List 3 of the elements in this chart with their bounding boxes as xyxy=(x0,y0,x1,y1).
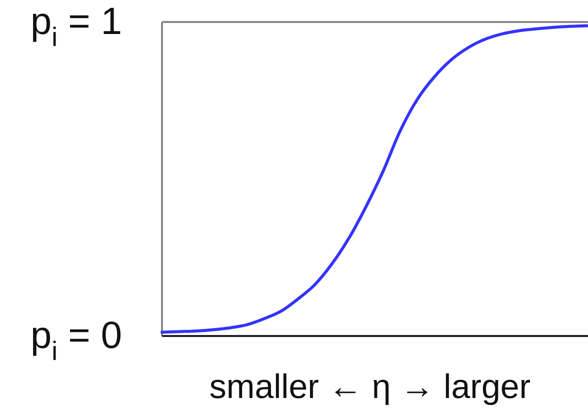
x-axis-title: smaller ← η → larger xyxy=(209,368,531,406)
y-tick-label: p$_{i}$ = 0 xyxy=(30,315,122,366)
y-tick-label: p$_{i}$ = 1 xyxy=(30,1,122,52)
